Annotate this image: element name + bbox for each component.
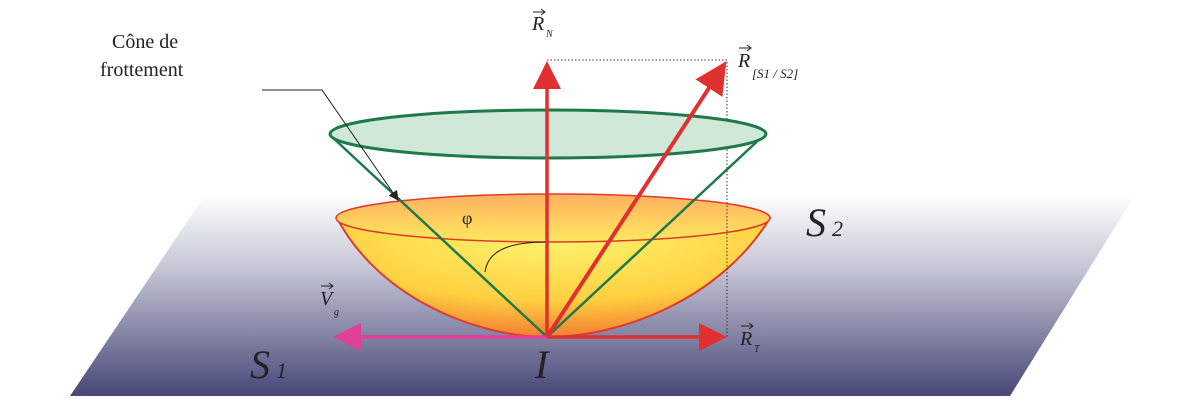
point-i-label: I	[534, 342, 550, 387]
svg-text:R: R	[737, 50, 750, 72]
angle-phi-arc	[484, 241, 548, 273]
cone-edge-left	[329, 134, 548, 338]
svg-text:[S1 / S2]: [S1 / S2]	[752, 66, 798, 81]
s1-label: S 1	[250, 342, 287, 387]
svg-text:1: 1	[276, 358, 287, 383]
svg-text:N: N	[545, 29, 554, 40]
r12-arrow	[545, 61, 727, 339]
svg-text:g: g	[334, 307, 339, 318]
svg-text:S: S	[250, 342, 270, 387]
svg-text:T: T	[754, 344, 761, 355]
rn-label: R N	[531, 8, 554, 40]
cone-leader-line	[262, 89, 399, 201]
svg-text:R: R	[739, 328, 752, 350]
phi-label: φ	[462, 208, 472, 228]
cone-label-2: frottement	[100, 59, 184, 81]
s2-label: S 2	[806, 200, 843, 245]
rt-label: R T	[739, 322, 761, 355]
svg-text:2: 2	[832, 216, 843, 241]
vg-label: V g	[320, 282, 339, 318]
r12-label: R [S1 / S2]	[737, 44, 798, 81]
projection-lines	[547, 59, 728, 337]
svg-text:R: R	[531, 13, 544, 35]
cone-label-1: Cône de	[112, 31, 178, 53]
cone-edge-right	[546, 134, 765, 338]
svg-text:V: V	[320, 288, 335, 310]
svg-text:S: S	[806, 200, 826, 245]
